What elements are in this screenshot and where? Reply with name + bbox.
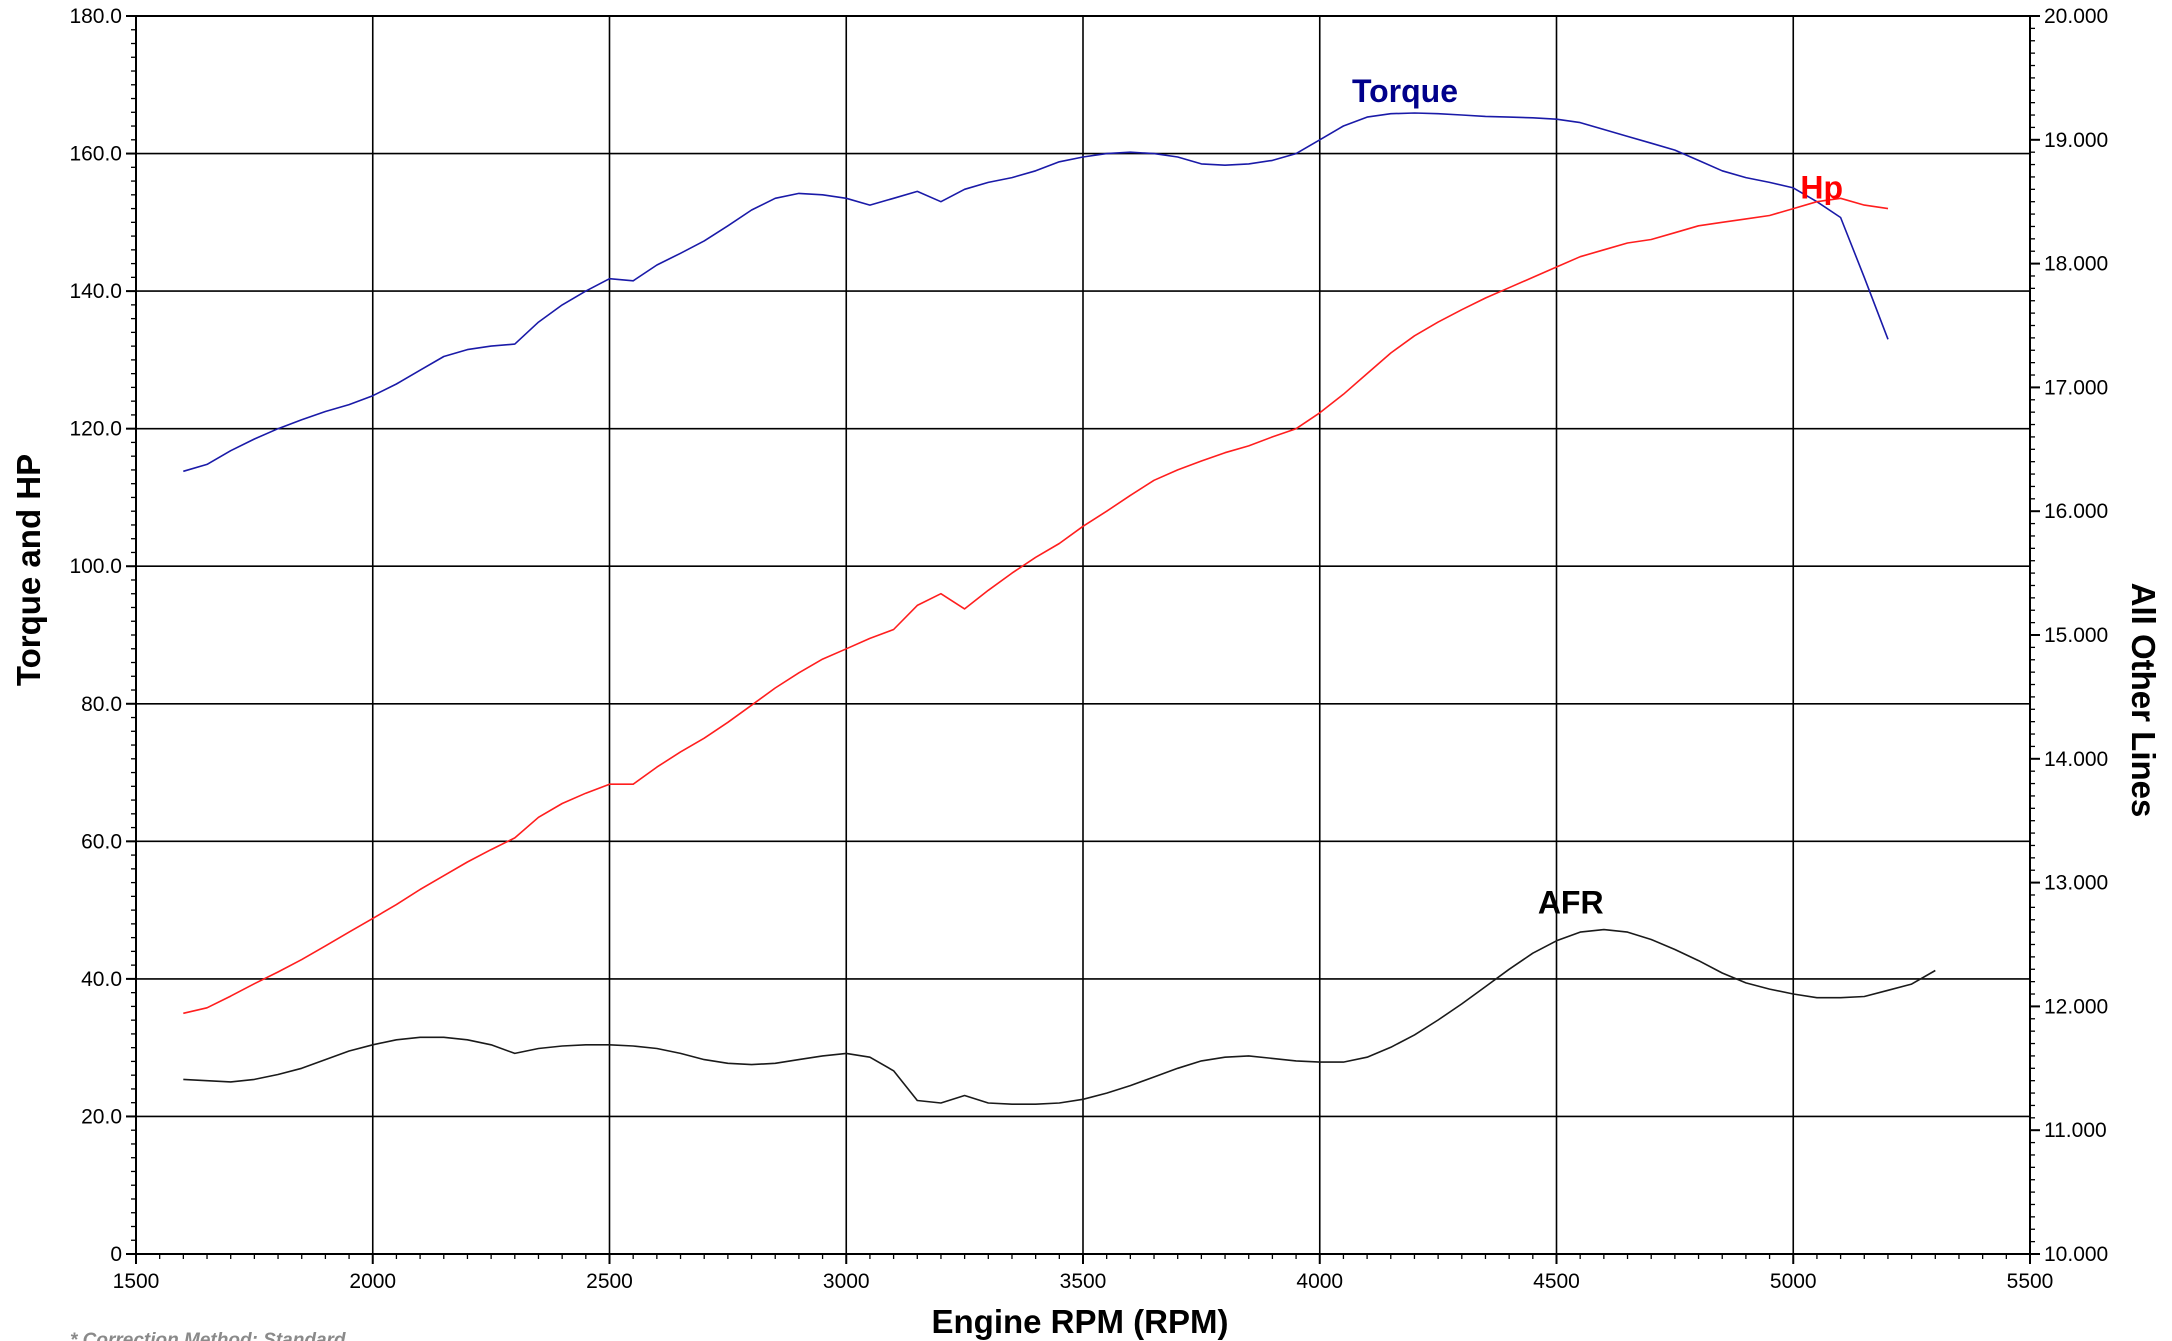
series-line-torque xyxy=(183,112,1889,473)
y-right-tick-label: 15.000 xyxy=(2044,624,2108,647)
plot-frame xyxy=(135,15,2031,1255)
y-right-tick-label: 14.000 xyxy=(2044,748,2108,771)
y-left-tick-label: 100.0 xyxy=(69,555,122,578)
y-left-tick-label: 120.0 xyxy=(69,418,122,441)
correction-method-footnote: * Correction Method: Standard xyxy=(70,1330,346,1341)
series-line-afr xyxy=(183,928,1936,1105)
series-label-torque: Torque xyxy=(1352,73,1458,109)
y-right-tick-label: 10.000 xyxy=(2044,1243,2108,1266)
x-tick-label: 2500 xyxy=(586,1270,633,1293)
y-left-tick-label: 20.0 xyxy=(81,1105,122,1128)
series-annotations: Torque Hp AFR xyxy=(1352,73,1843,921)
y-right-tick-label: 17.000 xyxy=(2044,376,2108,399)
y-right-tick-label: 16.000 xyxy=(2044,500,2108,523)
y-left-tick-label: 160.0 xyxy=(69,143,122,166)
tick-labels: 1500 2000 2500 3000 3500 4000 4500 5000 5500 0 20.… xyxy=(69,5,2108,1293)
series-lines xyxy=(183,112,1936,1105)
y-left-tick-label: 180.0 xyxy=(69,5,122,28)
y-right-tick-label: 13.000 xyxy=(2044,872,2108,895)
y-left-tick-label: 0 xyxy=(110,1243,122,1266)
y-right-tick-label: 11.000 xyxy=(2044,1119,2107,1142)
y-left-tick-label: 140.0 xyxy=(69,280,122,303)
x-tick-label: 4000 xyxy=(1296,1270,1343,1293)
y-left-tick-label: 60.0 xyxy=(81,830,122,853)
y-axis-right-title: All Other Lines xyxy=(2125,583,2162,818)
x-tick-label: 3500 xyxy=(1060,1270,1107,1293)
y-axis-left-title: Torque and HP xyxy=(10,454,47,686)
x-tick-label: 5500 xyxy=(2007,1270,2054,1293)
x-tick-label: 5000 xyxy=(1770,1270,1817,1293)
series-label-afr: AFR xyxy=(1538,885,1604,921)
y-right-tick-label: 12.000 xyxy=(2044,995,2108,1018)
y-right-tick-label: 18.000 xyxy=(2044,253,2108,276)
series-line-hp xyxy=(183,197,1889,1015)
x-tick-label: 1500 xyxy=(113,1270,160,1293)
y-left-tick-label: 40.0 xyxy=(81,968,122,991)
series-label-hp: Hp xyxy=(1800,169,1843,205)
x-axis-title: Engine RPM (RPM) xyxy=(932,1303,1229,1340)
gridlines xyxy=(136,16,2030,1254)
x-tick-label: 4500 xyxy=(1533,1270,1580,1293)
y-right-tick-label: 20.000 xyxy=(2044,5,2108,28)
y-right-tick-label: 19.000 xyxy=(2044,129,2108,152)
x-tick-label: 3000 xyxy=(823,1270,870,1293)
y-left-tick-label: 80.0 xyxy=(81,693,122,716)
x-tick-label: 2000 xyxy=(349,1270,396,1293)
